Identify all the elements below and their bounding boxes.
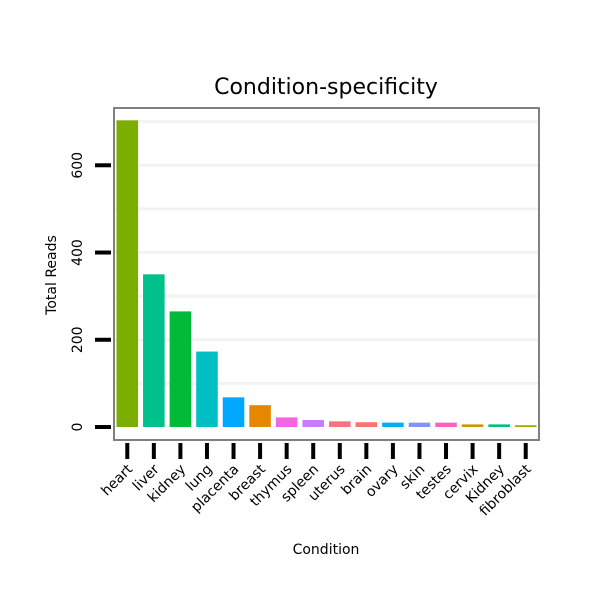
y-tick-label: 600	[70, 152, 86, 179]
y-tick-label: 400	[70, 239, 86, 266]
x-axis-label: Condition	[293, 542, 360, 558]
bar	[169, 311, 192, 427]
bar	[116, 120, 139, 427]
bar	[329, 421, 351, 427]
bar	[196, 351, 218, 427]
bar	[222, 397, 245, 427]
y-tick-label: 200	[70, 326, 86, 353]
plot-area: 0200400600heartliverkidneylungplacentabr…	[70, 107, 540, 519]
bar	[275, 417, 298, 427]
chart-title: Condition-specificity	[214, 75, 438, 100]
bar	[408, 422, 431, 427]
bar	[355, 422, 378, 427]
bar	[302, 420, 324, 427]
y-axis-label: Total Reads	[44, 235, 60, 316]
plot-border	[113, 107, 540, 441]
bar	[143, 274, 165, 427]
bar	[435, 422, 457, 427]
bar	[488, 424, 510, 427]
bar	[249, 405, 271, 427]
bar	[514, 425, 537, 427]
bar	[382, 422, 404, 427]
x-tick-label: heart	[98, 461, 136, 499]
bar	[461, 424, 484, 427]
y-tick-label: 0	[70, 423, 86, 432]
